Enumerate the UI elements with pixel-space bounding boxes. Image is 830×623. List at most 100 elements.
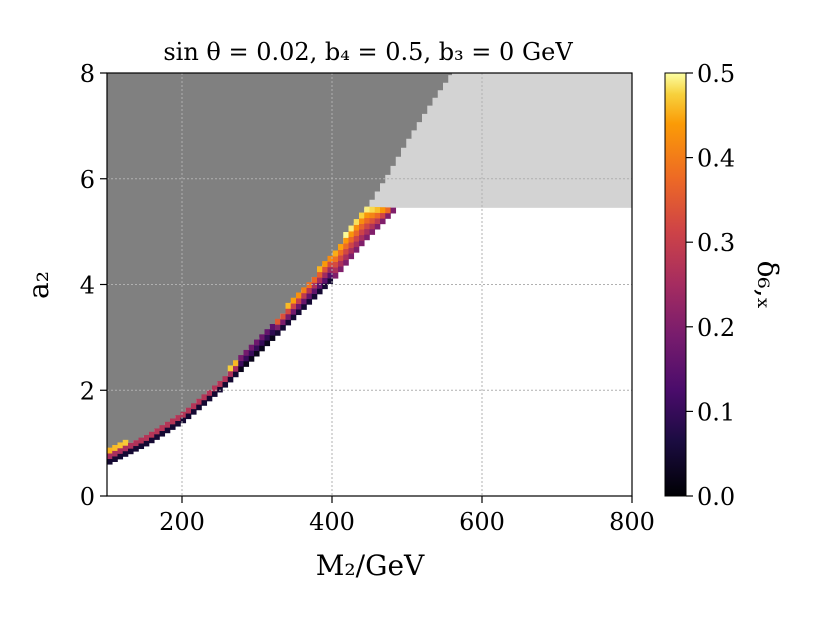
heatmap-cell — [269, 329, 276, 336]
heatmap-cell — [275, 324, 281, 331]
heatmap-cell — [301, 292, 307, 299]
heatmap-cell — [107, 447, 113, 454]
heatmap-cell — [175, 415, 181, 422]
heatmap-cell — [243, 355, 250, 362]
heatmap-cell — [317, 266, 323, 273]
heatmap-cell — [212, 391, 218, 397]
x-axis-label: M₂/GeV — [316, 549, 425, 582]
heatmap-cell — [222, 376, 229, 383]
heatmap-cell — [264, 329, 271, 336]
heatmap-cell — [343, 259, 349, 266]
heatmap-cell — [290, 303, 297, 310]
heatmap-cell — [369, 223, 376, 230]
heatmap-cell — [196, 404, 202, 411]
y-tick-label: 0 — [80, 483, 95, 511]
heatmap-cell — [348, 253, 355, 260]
heatmap-cell — [238, 366, 244, 373]
heatmap-cell — [311, 282, 318, 289]
heatmap-cell — [317, 282, 323, 289]
heatmap-cell — [390, 207, 397, 214]
heatmap-cell — [359, 234, 365, 241]
heatmap-cell — [185, 413, 192, 420]
heatmap-cell — [380, 207, 386, 214]
x-tick-label: 400 — [309, 508, 355, 536]
heatmap-cell — [343, 248, 349, 255]
heatmap-cell — [311, 288, 318, 294]
heatmap-cell — [359, 212, 365, 219]
plot-area — [107, 73, 632, 496]
heatmap-cell — [343, 254, 349, 261]
heatmap-cell — [117, 447, 124, 454]
heatmap-cell — [364, 217, 370, 224]
y-tick-label: 2 — [80, 377, 95, 405]
heatmap-cell — [143, 435, 150, 441]
heatmap-cell — [175, 420, 181, 427]
heatmap-cell — [322, 266, 328, 273]
heatmap-cell — [264, 334, 271, 341]
heatmap-cell — [338, 249, 344, 256]
heatmap-cell — [296, 298, 302, 304]
heatmap-cell — [327, 272, 334, 279]
x-tick-label: 800 — [609, 508, 655, 536]
heatmap-cell — [149, 431, 155, 438]
heatmap-cell — [164, 427, 171, 434]
x-tick-label: 600 — [459, 508, 505, 536]
heatmap-cell — [301, 298, 307, 305]
heatmap-cell — [385, 207, 391, 214]
heatmap-cell — [191, 403, 197, 410]
heatmap-cell — [217, 386, 223, 393]
heatmap-cell — [359, 229, 365, 236]
heatmap-cell — [217, 381, 223, 387]
colorbar-gradient — [664, 72, 687, 497]
chart-title: sin θ = 0.02, b₄ = 0.5, b₃ = 0 GeV — [163, 38, 573, 66]
heatmap-cell — [254, 339, 260, 346]
heatmap-cell — [301, 287, 307, 294]
heatmap-cell — [296, 309, 302, 316]
heatmap-cell — [311, 293, 318, 300]
heatmap-cell — [227, 365, 234, 372]
heatmap-cell — [332, 250, 339, 257]
heatmap-cell — [122, 450, 129, 457]
heatmap-cell — [180, 417, 187, 424]
heatmap-cell — [348, 236, 355, 243]
heatmap-cell — [149, 437, 155, 444]
heatmap-cell — [201, 399, 208, 406]
heatmap-cell — [280, 313, 286, 320]
colorbar: 0.0 0.1 0.2 0.3 0.4 0.5 δ₆,ₓ — [664, 60, 784, 511]
heatmap-cell — [353, 246, 360, 253]
heatmap-cell — [364, 228, 370, 235]
heatmap-cell — [164, 421, 171, 428]
heatmap-cell — [269, 335, 276, 341]
heatmap-cell — [306, 293, 313, 300]
heatmap-cell — [322, 277, 328, 284]
heatmap-cell — [348, 242, 355, 249]
heatmap-cell — [369, 229, 376, 235]
heatmap-cell — [264, 340, 271, 347]
heatmap-cell — [133, 440, 139, 447]
heatmap-cell — [338, 244, 344, 250]
heatmap-cell — [369, 206, 376, 213]
heatmap-cell — [359, 218, 365, 224]
heatmap-cell — [122, 439, 129, 446]
heatmap-cell — [143, 440, 150, 447]
heatmap-cell — [327, 255, 334, 262]
heatmap-cell — [280, 324, 286, 331]
heatmap-cell — [233, 371, 239, 378]
heatmap-cell — [338, 255, 344, 262]
heatmap-cell — [380, 218, 386, 225]
heatmap-cell — [117, 453, 124, 460]
heatmap-cell — [233, 360, 239, 367]
heatmap-cell — [280, 319, 286, 326]
heatmap-cell — [254, 345, 260, 351]
heatmap-cell — [353, 235, 360, 242]
heatmap-cell — [243, 361, 250, 367]
colorbar-label: δ₆,ₓ — [751, 261, 784, 310]
colorbar-tick-label: 0.2 — [697, 314, 735, 342]
heatmap-cell — [353, 241, 360, 248]
heatmap-cell — [296, 303, 302, 310]
heatmap-cell — [180, 411, 187, 418]
heatmap-cell — [338, 266, 344, 273]
heatmap-cell — [275, 329, 281, 336]
heatmap-cell — [359, 240, 365, 247]
heatmap-cell — [233, 365, 239, 372]
